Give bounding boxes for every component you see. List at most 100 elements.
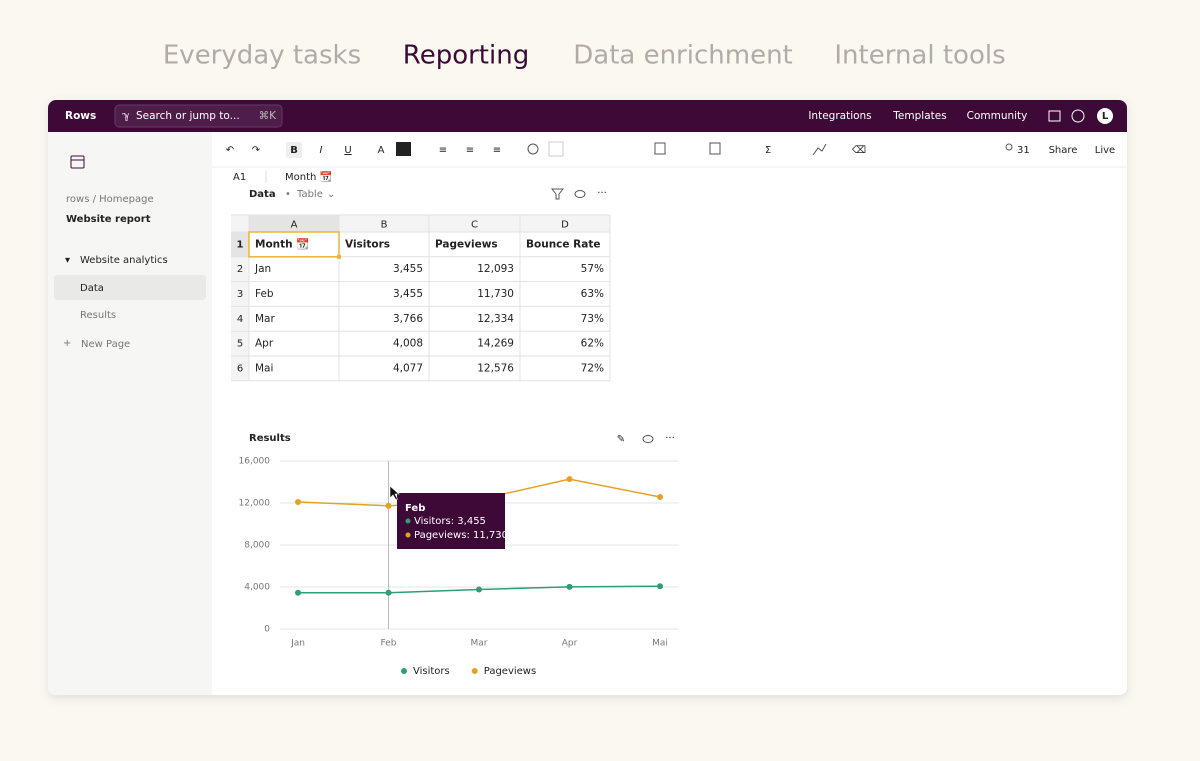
row-number: 6 [237,363,243,374]
tab-active[interactable]: Reporting [403,41,529,71]
undo[interactable]: ↶ [226,145,234,156]
live[interactable]: Live [1095,145,1115,156]
formula-content[interactable]: Month 📆 [285,170,332,183]
data-point [566,476,573,483]
data-point [295,499,301,506]
mouse-cursor [389,485,400,501]
cell: 3,455 [393,288,423,300]
data-point [385,589,392,596]
redo[interactable]: ↷ [252,145,261,156]
chart: 0 4,000 8,000 12,000 16,000 Jan Feb Mar Apr Mai Vi… [239,457,679,677]
sum-icon[interactable]: Σ [765,145,771,156]
new-page[interactable]: New Page [81,339,130,350]
y-tick-label: 12,000 [239,499,271,509]
x-tick-label: Apr [562,639,578,649]
section[interactable]: Website analytics [80,255,168,266]
bold[interactable]: B [290,145,298,156]
tab[interactable]: Everyday tasks [163,41,361,71]
edit-icon[interactable]: ✎ [617,434,625,445]
page-link[interactable]: Results [80,310,116,321]
breadcrumb[interactable]: rows / Homepage [66,194,154,205]
underline[interactable]: U [344,145,351,156]
data-point [566,583,573,590]
cell: 11,730 [477,288,514,300]
align-center[interactable]: ≡ [466,145,474,156]
more-icon[interactable]: ··· [597,188,607,199]
column-letter: C [471,220,478,231]
check-icon[interactable] [709,142,721,155]
collaborators[interactable]: 31 [1017,145,1030,156]
cell-ref: A1 [233,172,246,183]
x-tick-label: Mai [652,639,668,649]
header-cell: Month 📆 [255,237,309,250]
y-tick-label: 4,000 [244,583,270,593]
selected-cell [248,231,340,258]
toolbar-icons: ↶ ↷ B I U A ≡ ≡ ≡ Σ ⌫ [226,141,866,158]
align-left[interactable]: ≡ [439,145,447,156]
x-tick-label: Jan [290,639,305,649]
chart-icon[interactable] [812,143,827,156]
y-tick-label: 8,000 [244,541,270,551]
view-caret: ⌄ [327,189,335,200]
sheet-icon [70,155,85,169]
nav-link[interactable]: Community [967,110,1028,122]
tooltip-marker [405,518,411,524]
cell: Mai [255,362,273,374]
cell: Jan [254,263,271,275]
y-tick-label: 0 [264,625,270,635]
data-point [476,586,482,593]
text-color[interactable]: A [378,145,385,156]
help-icon[interactable] [1071,109,1085,123]
chart-title: Results [249,433,291,444]
eye-icon[interactable] [642,435,654,443]
italic[interactable]: I [320,145,323,156]
top-bar [48,100,1127,132]
table: A B C D 1 2 3 4 5 6 Month 📆 Visitors Pageviews Bounce… [231,214,611,382]
clear-icon[interactable]: ⌫ [852,145,866,156]
layout-icon[interactable] [654,142,666,155]
avatar-initial: L [1102,111,1109,122]
eye-icon[interactable] [574,190,586,198]
cell: Mar [255,313,275,325]
search-icon: ℽ [121,110,130,122]
search-shortcut: ⌘K [259,110,278,122]
cell: 12,334 [477,313,514,325]
brand[interactable]: Rows [65,110,96,122]
legend-label: Pageviews [484,666,536,677]
share[interactable]: Share [1049,145,1078,156]
dot: • [285,189,291,200]
cell: 62% [581,338,604,350]
nav-link[interactable]: Integrations [808,110,871,122]
sidebar [48,132,212,695]
more-icon[interactable]: ··· [665,433,675,444]
tooltip: Feb Visitors: 3,455 Pageviews: 11,730 [397,493,508,549]
fill-handle [337,254,341,259]
fill-color[interactable] [396,142,411,156]
header-cell: Visitors [345,238,390,250]
cell: 12,576 [477,362,514,374]
row-number-selected [231,232,249,257]
nav-link[interactable]: Templates [892,110,946,122]
x-tick-label: Feb [381,639,397,649]
table-title: Data [249,189,276,200]
cell: Feb [255,288,274,300]
cell: 12,093 [477,263,514,275]
tab[interactable]: Data enrichment [573,41,793,71]
data-point [385,502,392,509]
y-tick-label: 16,000 [239,457,271,467]
align-right[interactable]: ≡ [493,145,501,156]
people-icon [1005,143,1013,151]
border-box[interactable] [548,141,564,157]
gift-icon[interactable] [1048,110,1061,122]
table-view[interactable]: Table [296,189,323,200]
tab[interactable]: Internal tools [834,41,1005,71]
cell: 3,766 [393,313,423,325]
row-number: 3 [237,289,243,300]
search-box[interactable] [114,104,283,128]
page-link[interactable]: Data [80,283,104,294]
format-icon[interactable] [527,143,539,155]
row-number: 1 [237,239,244,250]
filter-icon[interactable] [550,188,565,200]
avatar[interactable] [1097,108,1113,124]
